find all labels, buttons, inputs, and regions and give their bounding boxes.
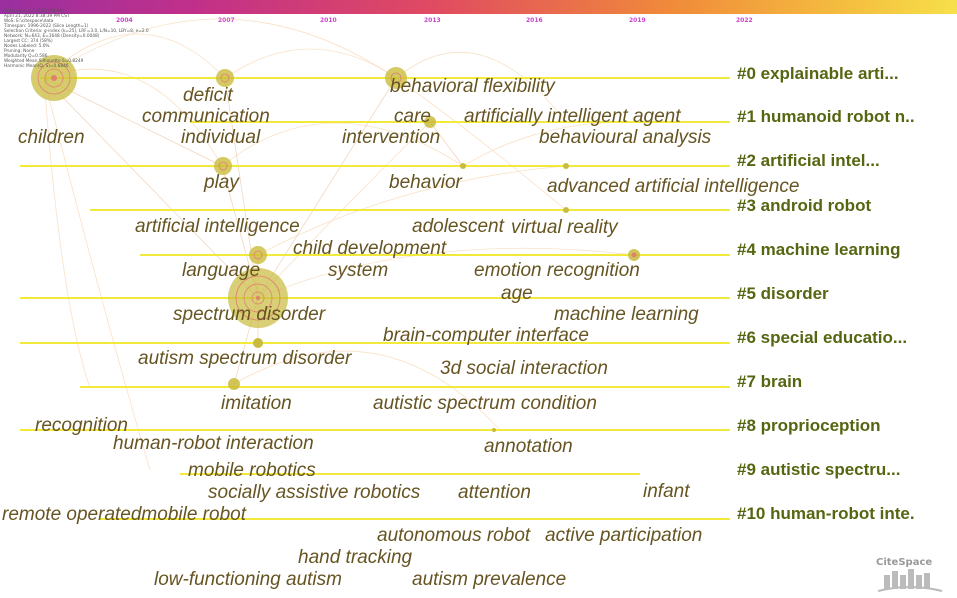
cluster-label: #3 android robot xyxy=(737,196,872,215)
citespace-logo-text: CiteSpace xyxy=(876,557,933,568)
term-label: recognition xyxy=(35,415,128,436)
cluster-label: #8 proprioception xyxy=(737,416,881,435)
term-label: artificial intelligence xyxy=(135,216,300,237)
term-label: children xyxy=(18,127,85,148)
term-label: behavioural analysis xyxy=(539,127,712,148)
info-line: April 21, 2022 8:38:39 PM CST xyxy=(4,14,70,19)
term-label: adolescent xyxy=(412,216,504,237)
node-behavioral-flexibility xyxy=(385,67,407,89)
term-label: age xyxy=(501,283,533,304)
node-machine-learning xyxy=(628,249,640,261)
term-label: virtual reality xyxy=(511,217,618,238)
year-label: 2007 xyxy=(218,17,235,24)
term-label: autistic spectrum condition xyxy=(373,393,597,414)
info-line: Harmonic Mean(Q, S)=0.6846 xyxy=(4,64,69,69)
nodes xyxy=(31,55,640,432)
term-label: communication xyxy=(142,106,270,127)
info-line: WoS: E:\citespace\data xyxy=(4,19,54,24)
term-label: artificially intelligent agent xyxy=(464,106,681,127)
term-label: language xyxy=(182,260,261,281)
term-label: autism prevalence xyxy=(412,569,567,590)
info-line: Nodes Labeled: 5.0% xyxy=(4,44,50,49)
node-spectrum-disorder xyxy=(228,268,288,328)
year-label: 2016 xyxy=(526,17,543,24)
term-label: active participation xyxy=(545,525,703,546)
term-label: autonomous robot xyxy=(377,525,531,546)
term-label: annotation xyxy=(484,436,573,457)
term-label: individual xyxy=(181,127,261,148)
node-large-cluster0 xyxy=(31,55,77,101)
year-label: 2019 xyxy=(629,17,646,24)
term-label: brain-computer interface xyxy=(383,325,589,346)
info-line: Timespan: 1996-2022 (Slice Length=1) xyxy=(4,24,89,29)
node-autism-spectrum-disorder xyxy=(253,338,263,348)
year-label: 2004 xyxy=(116,17,133,24)
node-virtual-reality xyxy=(563,207,569,213)
term-label: advanced artificial intelligence xyxy=(547,176,800,197)
term-label: low-functioning autism xyxy=(154,569,342,590)
cluster-label: #5 disorder xyxy=(737,284,829,303)
term-label: deficit xyxy=(183,85,233,106)
term-label: spectrum disorder xyxy=(173,304,326,325)
term-label: 3d social interaction xyxy=(440,358,608,379)
info-line: Selection Criteria: g-index (k=25), LRF=… xyxy=(4,29,149,34)
term-label: hand tracking xyxy=(298,547,413,568)
citespace-logo: CiteSpace xyxy=(870,553,950,595)
node-play xyxy=(214,157,232,175)
timeline-gradient-bar xyxy=(0,0,957,14)
term-label: child development xyxy=(293,238,447,259)
info-line: Modularity Q=0.586 xyxy=(4,54,48,59)
info-line: CiteSpace, v. 5.8.R3 (64-bit) xyxy=(4,9,65,14)
cluster-label: #10 human-robot inte. xyxy=(737,504,915,523)
cluster-label: #7 brain xyxy=(737,372,803,391)
cluster-label: #2 artificial intel... xyxy=(737,151,880,170)
node-care xyxy=(424,116,436,128)
term-label: attention xyxy=(458,482,531,503)
term-label: imitation xyxy=(221,393,292,414)
year-label: 2022 xyxy=(736,17,753,24)
term-label: remote operatedmobile robot xyxy=(2,504,246,525)
info-line: Pruning: None xyxy=(4,49,35,54)
info-line: Largest CC: 374 (58%) xyxy=(4,39,53,44)
term-label: socially assistive robotics xyxy=(208,482,421,503)
node-imitation xyxy=(228,378,240,390)
cluster-label: #0 explainable arti... xyxy=(737,64,899,83)
cluster-label: #9 autistic spectru... xyxy=(737,460,901,479)
info-line: Network: N=643, E=1648 (Density=0.0048) xyxy=(4,34,100,39)
cluster-label: #6 special educatio... xyxy=(737,328,908,347)
info-line: Weighted Mean Silhouette S=0.8249 xyxy=(4,59,84,64)
link-arcs xyxy=(43,18,635,471)
term-label: infant xyxy=(643,481,690,502)
term-label: play xyxy=(204,172,239,193)
term-label: human-robot interaction xyxy=(113,433,314,454)
node-language xyxy=(249,246,267,264)
logo-building-icon xyxy=(877,569,943,592)
term-label: behavioral flexibility xyxy=(390,76,555,97)
term-label: care xyxy=(394,106,431,127)
year-label: 2010 xyxy=(320,17,337,24)
cluster-label: #4 machine learning xyxy=(737,240,901,259)
node-deficit xyxy=(216,69,234,87)
term-label: behavior xyxy=(389,172,462,193)
term-label: autism spectrum disorder xyxy=(138,348,352,369)
term-label: intervention xyxy=(342,127,441,148)
node-advanced-ai xyxy=(563,163,569,169)
node-annotation xyxy=(492,428,496,432)
cluster-label: #1 humanoid robot n.. xyxy=(737,107,915,126)
term-label: mobile robotics xyxy=(188,460,316,481)
term-label: machine learning xyxy=(554,304,699,325)
term-label: emotion recognition xyxy=(474,260,640,281)
year-label: 2013 xyxy=(424,17,441,24)
software-info-block: CiteSpace, v. 5.8.R3 (64-bit) April 21, … xyxy=(4,9,149,69)
node-behavior xyxy=(460,163,466,169)
term-label: system xyxy=(328,260,389,281)
